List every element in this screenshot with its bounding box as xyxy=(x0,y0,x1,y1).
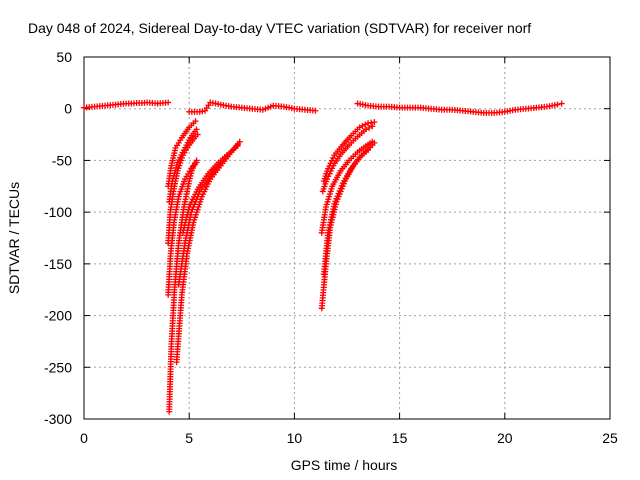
series-trace-11d xyxy=(319,123,376,195)
series-baseline-late xyxy=(354,100,565,116)
data-point xyxy=(325,165,332,172)
data-point xyxy=(328,157,335,164)
series-trace-4e xyxy=(165,118,199,190)
data-point xyxy=(192,118,199,125)
x-tick-label: 0 xyxy=(80,430,88,446)
data-point xyxy=(173,164,180,171)
data-point xyxy=(312,107,319,114)
data-point xyxy=(366,124,373,131)
x-tick-label: 20 xyxy=(497,430,513,446)
data-point xyxy=(558,100,565,107)
series-trace-11c xyxy=(320,141,376,278)
y-axis-title: SDTVAR / TECUs xyxy=(6,182,22,294)
series-trace-4b xyxy=(165,159,200,298)
x-tick-label: 15 xyxy=(392,430,408,446)
data-points xyxy=(81,99,565,415)
y-tick-label: 50 xyxy=(56,49,72,65)
y-tick-label: -100 xyxy=(44,204,72,220)
data-point xyxy=(359,122,366,129)
data-point xyxy=(194,131,201,138)
y-tick-label: -250 xyxy=(44,359,72,375)
data-point xyxy=(326,163,333,170)
data-point xyxy=(193,159,200,166)
y-tick-label: -150 xyxy=(44,256,72,272)
x-tick-label: 10 xyxy=(287,430,303,446)
series-trace-4a xyxy=(166,157,200,415)
data-point xyxy=(369,123,376,130)
grid-lines xyxy=(84,57,610,419)
x-tick-label: 5 xyxy=(185,430,193,446)
series-trace-11b xyxy=(318,138,376,236)
data-point xyxy=(327,160,334,167)
series-baseline-mid xyxy=(186,99,319,115)
data-point xyxy=(362,126,369,133)
data-point xyxy=(165,99,172,106)
data-point xyxy=(330,154,337,161)
series-trace-11e xyxy=(320,119,378,185)
data-point xyxy=(193,126,200,133)
data-point xyxy=(554,101,561,108)
series-trace-4d xyxy=(166,126,200,205)
data-point xyxy=(371,119,378,126)
data-point xyxy=(234,142,241,149)
data-point xyxy=(236,138,243,145)
series-trace-5c xyxy=(179,142,241,236)
y-tick-label: -200 xyxy=(44,308,72,324)
x-tick-label: 25 xyxy=(602,430,618,446)
y-tick-label: -300 xyxy=(44,411,72,427)
data-point xyxy=(369,141,376,148)
data-point xyxy=(362,121,369,128)
x-axis-title: GPS time / hours xyxy=(291,457,398,473)
data-point xyxy=(173,162,180,169)
y-tick-label: 0 xyxy=(64,101,72,117)
plot-frame xyxy=(83,56,611,420)
series-baseline-early xyxy=(81,99,172,111)
y-tick-label: -50 xyxy=(52,152,72,168)
axis-ticks: 0 5 10 15 20 25 50 0 -50 -100 -150 -200 -250 -300 xyxy=(44,49,618,446)
chart-title: Day 048 of 2024, Sidereal Day-to-day VTE… xyxy=(28,20,531,36)
